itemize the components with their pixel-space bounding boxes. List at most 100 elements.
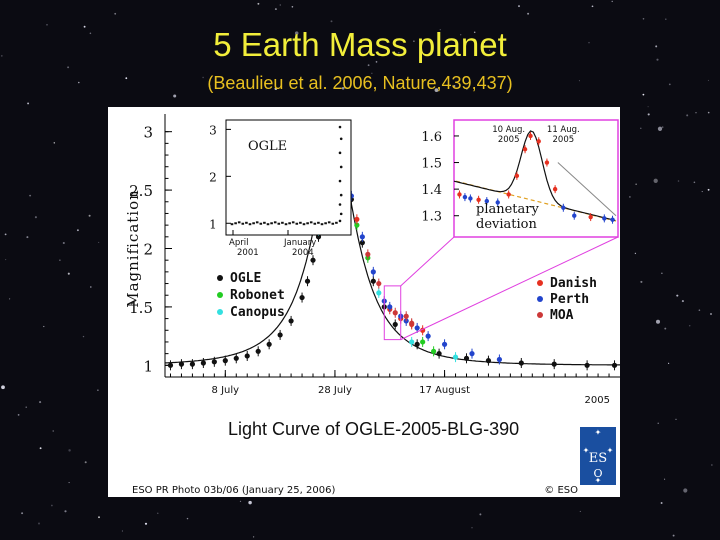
y-tick-label: 2.5 (129, 182, 153, 200)
star (83, 25, 86, 28)
eso-logo-star: ✦ (607, 446, 614, 455)
data-point-perth (387, 304, 393, 310)
star (89, 286, 92, 288)
star (294, 31, 299, 35)
eso-logo-mark: O (593, 467, 602, 480)
star (660, 502, 663, 504)
deviation-data-point (602, 216, 607, 221)
ogle-inset-x-year: 2004 (292, 248, 314, 258)
eso-logo-mark: ES (589, 451, 607, 466)
star (681, 300, 684, 303)
legend-label-canopus: Canopus (230, 305, 285, 320)
star (64, 510, 67, 513)
star (27, 102, 30, 105)
light-curve-figure: 3 2.5 2 1.5 1 Magnification 8 July 28 July 17 Au… (108, 107, 620, 497)
star (398, 51, 400, 54)
legend-label-robonet: Robonet (230, 288, 285, 303)
data-point-ogle (178, 361, 185, 367)
star (53, 142, 56, 144)
star (479, 513, 482, 516)
data-point-ogle (485, 358, 492, 364)
alt-model-line (557, 162, 617, 217)
ogle-inset-x-label: April (229, 238, 248, 248)
ogle-inset-frame (225, 119, 352, 236)
data-point-ogle (189, 361, 196, 367)
star (67, 272, 70, 275)
star (68, 449, 71, 452)
star (291, 5, 294, 8)
star (711, 464, 713, 466)
star (578, 80, 580, 82)
star (527, 12, 530, 15)
deviation-inset-y-label: 1.5 (421, 157, 442, 172)
eso-logo-star: ✦ (583, 446, 590, 455)
star (484, 41, 486, 44)
legend-marker-canopus (217, 309, 223, 315)
star (693, 181, 696, 184)
deviation-data-point (522, 147, 528, 152)
ogle-inset-x-year: 2001 (237, 248, 259, 258)
star (88, 214, 91, 217)
deviation-inset-year: 2005 (498, 135, 520, 145)
data-point-robonet (431, 348, 437, 354)
slide-title: 5 Earth Mass planet (213, 26, 507, 63)
star (43, 325, 45, 328)
data-point-ogle (304, 278, 311, 284)
legend-marker-perth (537, 296, 543, 302)
star (460, 34, 462, 36)
star (0, 55, 3, 57)
deviation-data-point (506, 192, 511, 197)
star (640, 280, 643, 283)
star (21, 512, 24, 515)
star (661, 126, 664, 129)
star (656, 58, 659, 61)
data-point-ogle (611, 362, 618, 368)
ogle-inset-point (338, 179, 342, 183)
star (683, 488, 688, 493)
star (677, 180, 680, 182)
eso-logo-star: ✦ (595, 476, 602, 485)
star (647, 113, 650, 116)
y-tick-label: 3 (143, 124, 153, 142)
data-point-perth (370, 269, 376, 275)
ogle-inset-point (339, 193, 343, 197)
star (173, 94, 177, 98)
deviation-data-point (552, 186, 558, 192)
star (471, 527, 473, 529)
star (665, 18, 667, 20)
star (17, 414, 20, 416)
star (98, 516, 100, 519)
data-point-ogle (277, 332, 283, 338)
deviation-inset-date: 10 Aug. (492, 125, 525, 135)
star (68, 482, 70, 484)
deviation-data-point (610, 217, 615, 222)
star (668, 362, 670, 364)
deviation-annotation-line2: deviation (476, 217, 537, 232)
data-point-ogle (211, 359, 217, 365)
data-point-ogle (518, 360, 524, 366)
ogle-inset-point (339, 137, 343, 141)
ogle-inset-y-label: 1 (209, 217, 217, 231)
star (634, 252, 637, 255)
star (125, 77, 128, 80)
star (695, 112, 697, 114)
deviation-data-point (528, 133, 533, 139)
star (688, 325, 691, 327)
star (664, 478, 666, 480)
star (78, 81, 80, 84)
star (661, 272, 663, 274)
star (701, 191, 703, 193)
deviation-data-point (476, 197, 481, 202)
data-point-ogle (299, 294, 305, 301)
star (657, 126, 663, 131)
star (473, 31, 476, 34)
data-point-perth (414, 325, 420, 331)
star (647, 106, 649, 108)
zoom-region-box (383, 285, 402, 341)
data-point-canopus (452, 354, 459, 360)
star (39, 447, 42, 450)
star (655, 45, 658, 48)
star (274, 8, 277, 11)
legend-label-danish: Danish (550, 276, 597, 291)
